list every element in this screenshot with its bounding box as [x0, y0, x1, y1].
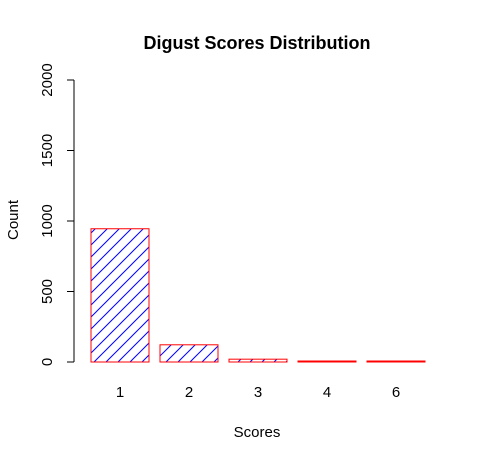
- bars: [90, 228, 426, 363]
- y-tick-label: 2000: [39, 63, 56, 96]
- x-tick-label: 3: [254, 384, 262, 401]
- y-tick-label: 0: [39, 358, 56, 366]
- x-tick-label: 4: [323, 384, 331, 401]
- x-tick-label: 2: [185, 384, 193, 401]
- x-axis-label: Scores: [234, 424, 281, 441]
- x-tick-label: 6: [392, 384, 400, 401]
- x-tick-label: 1: [116, 384, 124, 401]
- bar-score-1: [90, 228, 150, 363]
- y-tick-label: 1500: [39, 134, 56, 167]
- y-tick-label: 1000: [39, 204, 56, 237]
- y-tick-label: 500: [39, 279, 56, 304]
- x-tick-labels: 1 2 3 4 6: [116, 384, 400, 401]
- chart-title: Digust Scores Distribution: [143, 33, 370, 53]
- y-axis-label: Count: [5, 199, 22, 240]
- bar-score-4: [297, 360, 357, 363]
- bar-score-3: [228, 358, 288, 363]
- y-axis: 0 500 1000 1500 2000: [39, 63, 75, 366]
- bar-score-2: [159, 344, 219, 363]
- bar-score-6: [366, 360, 426, 363]
